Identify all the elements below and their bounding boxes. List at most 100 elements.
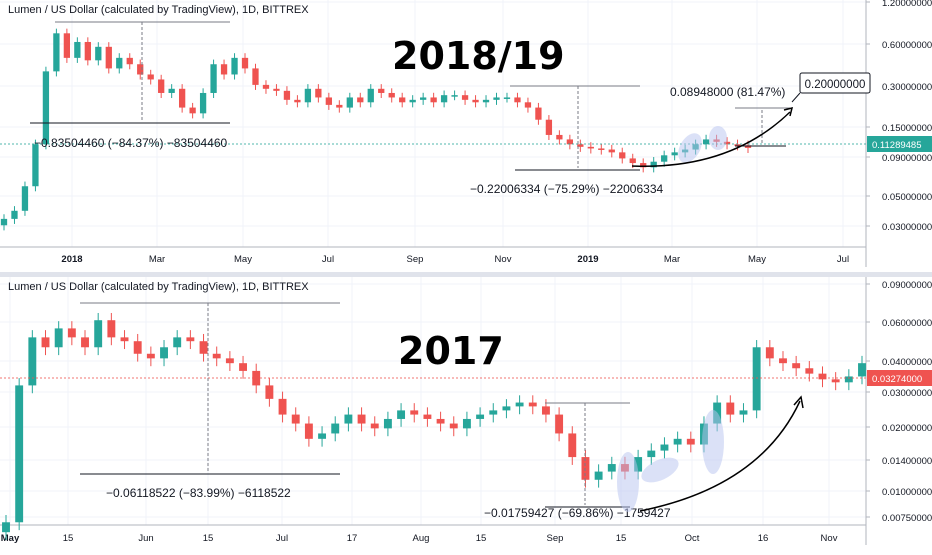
candle-body [555,414,564,434]
y-tick-label: 0.30000000 [882,82,932,93]
candle-body [556,134,563,140]
x-tick-label: May [1,533,20,544]
x-tick-label: 16 [758,533,769,544]
candle-body [545,119,553,135]
x-tick-label: 15 [63,533,74,544]
candle-body [765,347,774,359]
last-price-tag [867,370,932,386]
chart-top-2018-19[interactable]: 1.20000000 0.60000000 0.30000000 0.15000000… [0,0,932,272]
y-tick-label: 0.60000000 [882,40,932,51]
trend-arrow-head [783,106,794,117]
candle-body [41,337,50,348]
y-tick-label: 0.03000000 [882,222,932,233]
y-tick-label: 0.01400000 [882,456,932,467]
candle-body [702,139,710,145]
trend-arrow [631,111,791,168]
candle-body [158,79,165,93]
chart-bottom-2017[interactable]: 0.09000000 0.06000000 0.04000000 0.03000000… [0,277,932,550]
candle-body [436,418,445,424]
candle-body [388,92,395,98]
candle-body [278,398,287,415]
candle-body [858,363,866,377]
candle-body [231,57,238,75]
candle-body [440,95,448,103]
x-tick-label: Sep [407,254,424,265]
candle-body [634,457,643,472]
candle-body [186,337,195,342]
candle-body [42,71,50,145]
measure-label: −0.83504460 (−84.37%) −83504460 [34,136,227,150]
candle-body [241,57,249,69]
candle-body [28,337,37,386]
year-label-2018-19: 2018/19 [392,34,565,78]
candle-body [178,88,186,108]
candle-body [11,210,18,219]
target-callout-pointer [791,92,801,103]
trend-arrow-head [793,395,804,409]
candle-body [409,99,416,103]
y-tick-label: 1.20000000 [882,0,932,9]
candle-body [383,418,392,429]
x-tick-label: Oct [685,533,700,544]
candle-body [640,163,647,168]
candle-body [15,385,24,523]
highlight-ellipse [709,126,727,150]
candle-body [514,97,521,103]
x-tick-label: Nov [821,533,838,544]
highlight-ellipse [641,457,679,483]
y-tick-label: 0.04000000 [882,357,932,368]
x-tick-label: May [748,254,766,265]
last-price-value: 0.03274000 [872,374,922,385]
candle-body [844,376,853,383]
candle-body [726,402,735,415]
measure-label: −0.22006334 (−75.29%) −22006334 [470,182,663,196]
x-tick-label: Jul [276,533,288,544]
candle-body [116,57,123,69]
pane-divider[interactable] [0,272,932,277]
x-tick-label: Mar [664,254,680,265]
candle-body [357,414,366,424]
x-tick-label: 2019 [577,254,598,265]
y-tick-label: 0.15000000 [882,123,932,134]
candle-body [325,97,332,105]
candle-body [587,146,594,149]
trend-arrow [639,400,801,512]
x-tick-label: Nov [495,254,512,265]
candle-body [225,358,234,364]
last-price-value: 0.11289485 [872,140,922,151]
y-tick-label: 0.02000000 [882,423,932,434]
candle-body [607,464,616,472]
x-tick-label: 15 [203,533,214,544]
candle-body [399,97,406,103]
candle-body [577,144,584,147]
candle-body [805,368,814,374]
candle-body [291,414,300,424]
chart-top-svg[interactable]: 1.20000000 0.60000000 0.30000000 0.15000000… [0,0,932,272]
candle-body [133,341,142,354]
y-tick-label: 0.00750000 [882,513,932,524]
candle-body [212,353,221,359]
chart-bottom-svg[interactable]: 0.09000000 0.06000000 0.04000000 0.03000000… [0,277,932,550]
candle-body [629,158,636,164]
candle-body [107,320,116,338]
candle-body [493,97,500,100]
candle-body [63,33,71,58]
candle-body [378,88,385,93]
candle-body [370,423,379,429]
candle-body [650,161,657,168]
candle-body [105,46,112,69]
candle-body [734,144,741,146]
candle-body [283,90,291,100]
candle-body [673,438,682,445]
candle-body [120,337,129,342]
candle-body [818,373,827,380]
x-tick-label: May [234,254,252,265]
candle-body [318,433,327,439]
candle-body [541,406,550,415]
candle-body [528,402,537,407]
x-tick-label: 17 [347,533,358,544]
candle-body [304,423,313,439]
candle-body [262,84,270,89]
candle-body [482,99,490,103]
candle-body [660,444,669,451]
